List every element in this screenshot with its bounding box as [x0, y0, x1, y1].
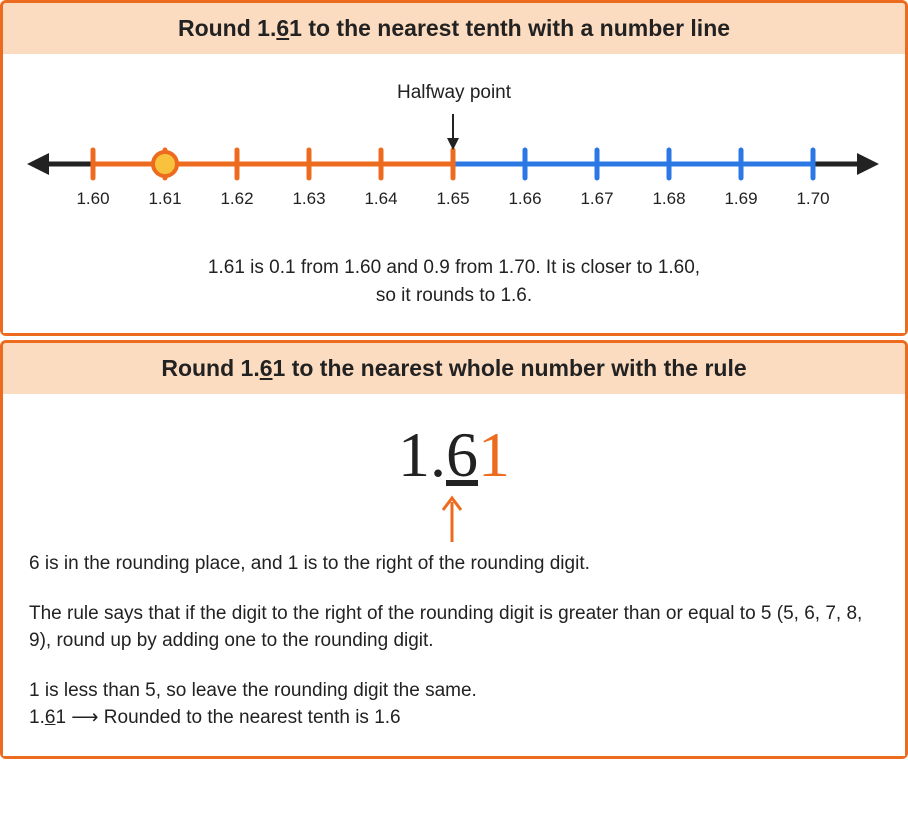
bignum-orange: 1	[478, 419, 510, 490]
bignum-6: 6	[446, 419, 478, 490]
big-number: 1.61	[23, 418, 885, 492]
svg-text:1.64: 1.64	[364, 189, 397, 208]
section2-header: Round 1.61 to the nearest whole number w…	[3, 343, 905, 394]
section1-header: Round 1.61 to the nearest tenth with a n…	[3, 3, 905, 54]
arrow-up-icon	[394, 490, 514, 546]
section1-body: Halfway point 1.60 1.61 1.62 1.63 1.64 1.65 1.…	[3, 54, 905, 333]
svg-text:1.67: 1.67	[580, 189, 613, 208]
arrow-up-wrap	[23, 490, 885, 546]
explain1-line1: 1.61 is 0.1 from 1.60 and 0.9 from 1.70.…	[208, 257, 700, 278]
rule-p3: 1 is less than 5, so leave the rounding …	[29, 677, 879, 732]
svg-text:1.62: 1.62	[220, 189, 253, 208]
section2-body: 1.61 6 is in the rounding place, and 1 i…	[3, 394, 905, 756]
rule-p3b-pre: 1.	[29, 707, 45, 728]
numberline-wrap: Halfway point 1.60 1.61 1.62 1.63 1.64 1.65 1.…	[23, 74, 885, 244]
svg-text:1.69: 1.69	[724, 189, 757, 208]
s1-title-underline: 6	[276, 15, 289, 41]
section-numberline: Round 1.61 to the nearest tenth with a n…	[0, 0, 908, 336]
s2-title-underline: 6	[260, 355, 273, 381]
s2-title-part1: Round 1.	[161, 355, 259, 381]
svg-text:1.68: 1.68	[652, 189, 685, 208]
rule-p2: The rule says that if the digit to the r…	[29, 600, 879, 655]
svg-text:1.65: 1.65	[436, 189, 469, 208]
rule-p1: 6 is in the rounding place, and 1 is to …	[29, 550, 879, 578]
svg-text:1.66: 1.66	[508, 189, 541, 208]
explain1-line2: so it rounds to 1.6.	[376, 285, 532, 306]
rule-p3a: 1 is less than 5, so leave the rounding …	[29, 680, 477, 701]
explain-rule: 6 is in the rounding place, and 1 is to …	[23, 546, 885, 732]
halfway-label: Halfway point	[397, 82, 511, 104]
diagram-container: Round 1.61 to the nearest tenth with a n…	[0, 0, 908, 818]
svg-text:1.61: 1.61	[148, 189, 181, 208]
rule-p3b-u: 6	[45, 707, 56, 728]
bignum-1dot: 1.	[398, 419, 446, 490]
svg-text:1.60: 1.60	[76, 189, 109, 208]
s2-title-part2: 1 to the nearest whole number with the r…	[273, 355, 747, 381]
svg-text:1.63: 1.63	[292, 189, 325, 208]
s1-title-part2: 1 to the nearest tenth with a number lin…	[289, 15, 730, 41]
svg-text:1.70: 1.70	[796, 189, 829, 208]
s1-title-part1: Round 1.	[178, 15, 276, 41]
section-rule: Round 1.61 to the nearest whole number w…	[0, 340, 908, 759]
rule-p3b-post: 1 ⟶ Rounded to the nearest tenth is 1.6	[55, 707, 400, 728]
explain-numberline: 1.61 is 0.1 from 1.60 and 0.9 from 1.70.…	[23, 254, 885, 309]
